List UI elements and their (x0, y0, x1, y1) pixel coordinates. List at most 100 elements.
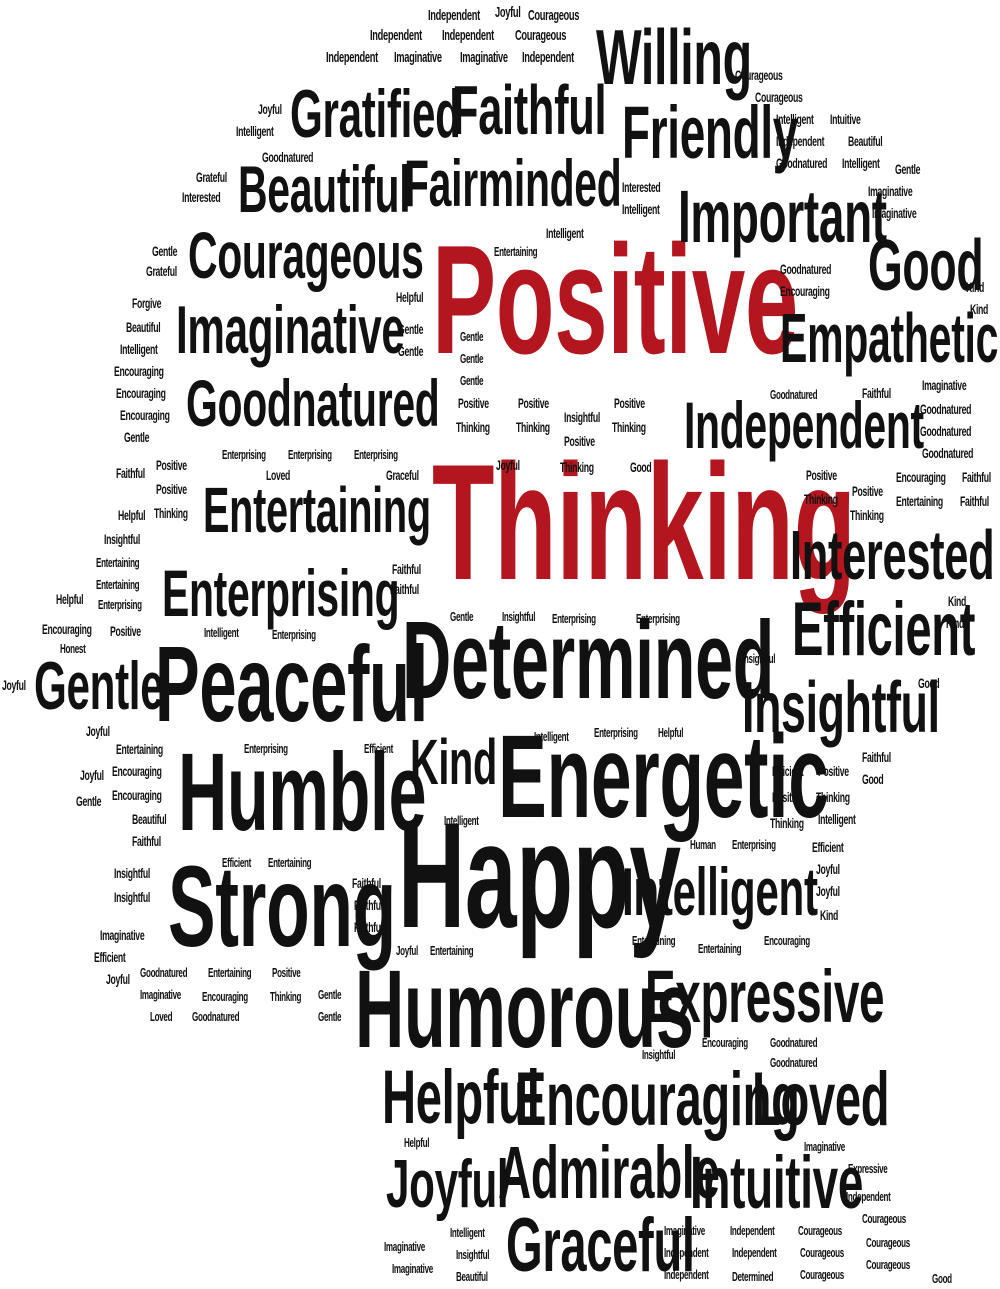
word-small: Joyful (106, 971, 130, 987)
word-small: Thinking (816, 789, 850, 805)
word-small: Encouraging (112, 763, 162, 779)
word-fairminded: Fairminded (404, 146, 622, 220)
word-small: Faithful (132, 833, 161, 849)
word-small: Gentle (318, 1009, 342, 1024)
word-small: Intelligent (236, 123, 274, 139)
word-enterprising: Enterprising (162, 556, 400, 630)
word-small: Courageous (755, 89, 803, 105)
word-peaceful: Peaceful (155, 623, 428, 744)
word-small: Efficient (364, 741, 394, 756)
word-strong: Strong (168, 843, 396, 971)
word-small: Independent (442, 27, 494, 44)
word-faithful: Faithful (452, 71, 607, 149)
word-small: Forgive (132, 295, 162, 311)
word-small: Faithful (862, 385, 891, 401)
word-small: Goodnatured (262, 149, 314, 165)
word-small: Good (630, 459, 652, 475)
word-small: Enterprising (732, 837, 776, 852)
word-small: Efficient (222, 855, 252, 870)
word-small: Gentle (460, 329, 484, 344)
word-humble: Humble (178, 731, 427, 854)
word-small: Independent (428, 7, 480, 24)
word-small: Honest (60, 641, 86, 656)
word-small: Insightful (642, 1047, 676, 1062)
word-small: Faithful (392, 561, 421, 577)
word-small: Kind (948, 593, 967, 609)
word-small: Goodnatured (780, 261, 832, 277)
word-small: Imaginative (384, 1239, 425, 1254)
word-small: Imaginative (872, 205, 917, 221)
word-small: Positive (614, 395, 645, 411)
word-small: Loved (150, 1009, 173, 1024)
word-small: Insightful (104, 531, 140, 547)
word-small: Kind (966, 279, 985, 295)
word-small: Human (690, 837, 716, 852)
word-small: Encouraging (42, 621, 92, 637)
word-intuitive: Intuitive (690, 1141, 864, 1224)
word-thinking: Thinking (432, 430, 856, 614)
word-small: Entertaining (632, 933, 676, 948)
word-small: Interested (622, 179, 661, 195)
word-small: Enterprising (98, 597, 142, 612)
word-small: Kind (820, 907, 839, 923)
word-small: Grateful (196, 169, 227, 185)
word-small: Positive (272, 965, 301, 980)
word-small: Gentle (450, 609, 474, 624)
word-interested: Interested (790, 516, 995, 594)
word-small: Entertaining (116, 741, 163, 757)
word-small: Encouraging (114, 363, 164, 379)
word-small: Joyful (496, 457, 520, 473)
word-small: Grateful (146, 263, 177, 279)
word-small: Thinking (612, 419, 646, 435)
word-small: Insightful (742, 651, 776, 666)
word-small: Goodnatured (192, 1009, 240, 1024)
word-small: Positive (110, 623, 141, 639)
word-energetic: Energetic (498, 711, 829, 843)
word-small: Entertaining (208, 965, 252, 980)
word-small: Enterprising (288, 447, 332, 462)
word-small: Courageous (800, 1245, 844, 1260)
word-small: Joyful (396, 943, 418, 958)
word-small: Gentle (398, 321, 424, 337)
word-small: Encouraging (120, 407, 170, 423)
word-important: Important (678, 175, 887, 258)
word-small: Helpful (396, 289, 424, 305)
word-small: Independent (370, 27, 422, 44)
word-small: Entertaining (494, 244, 538, 259)
word-small: Intelligent (546, 225, 584, 241)
word-small: Goodnatured (922, 445, 974, 461)
word-small: Intuitive (830, 111, 861, 127)
word-small: Imaginative (140, 987, 181, 1002)
word-small: Intelligent (204, 625, 239, 640)
word-small: Imaginative (100, 927, 145, 943)
word-small: Gentle (318, 987, 342, 1002)
word-small: Imaginative (868, 183, 913, 199)
word-small: Imaginative (804, 1139, 845, 1154)
word-small: Positive (156, 457, 187, 473)
word-small: Positive (806, 467, 837, 483)
word-small: Helpful (118, 507, 146, 523)
word-small: Imaginative (392, 1261, 433, 1276)
word-small: Gentle (895, 161, 921, 177)
word-loved: Loved (752, 1057, 890, 1142)
word-small: Enterprising (552, 611, 596, 626)
word-independent: Independent (684, 388, 924, 462)
word-helpful: Helpful (382, 1055, 540, 1140)
word-small: Independent (664, 1245, 709, 1260)
word-efficient: Efficient (792, 587, 976, 672)
word-small: Imaginative (664, 1223, 705, 1238)
word-small: Faithful (354, 919, 383, 935)
word-small: Insightful (456, 1247, 490, 1262)
word-small: Enterprising (272, 627, 316, 642)
word-small: Enterprising (636, 611, 680, 626)
word-small: Efficient (812, 839, 844, 855)
word-small: Positive (518, 395, 549, 411)
word-small: Enterprising (244, 741, 288, 756)
word-small: Joyful (816, 861, 840, 877)
word-small: Gentle (460, 351, 484, 366)
word-small: Joyful (80, 767, 104, 783)
word-small: Courageous (515, 27, 567, 44)
word-small: Independent (522, 49, 574, 66)
word-small: Entertaining (268, 855, 312, 870)
